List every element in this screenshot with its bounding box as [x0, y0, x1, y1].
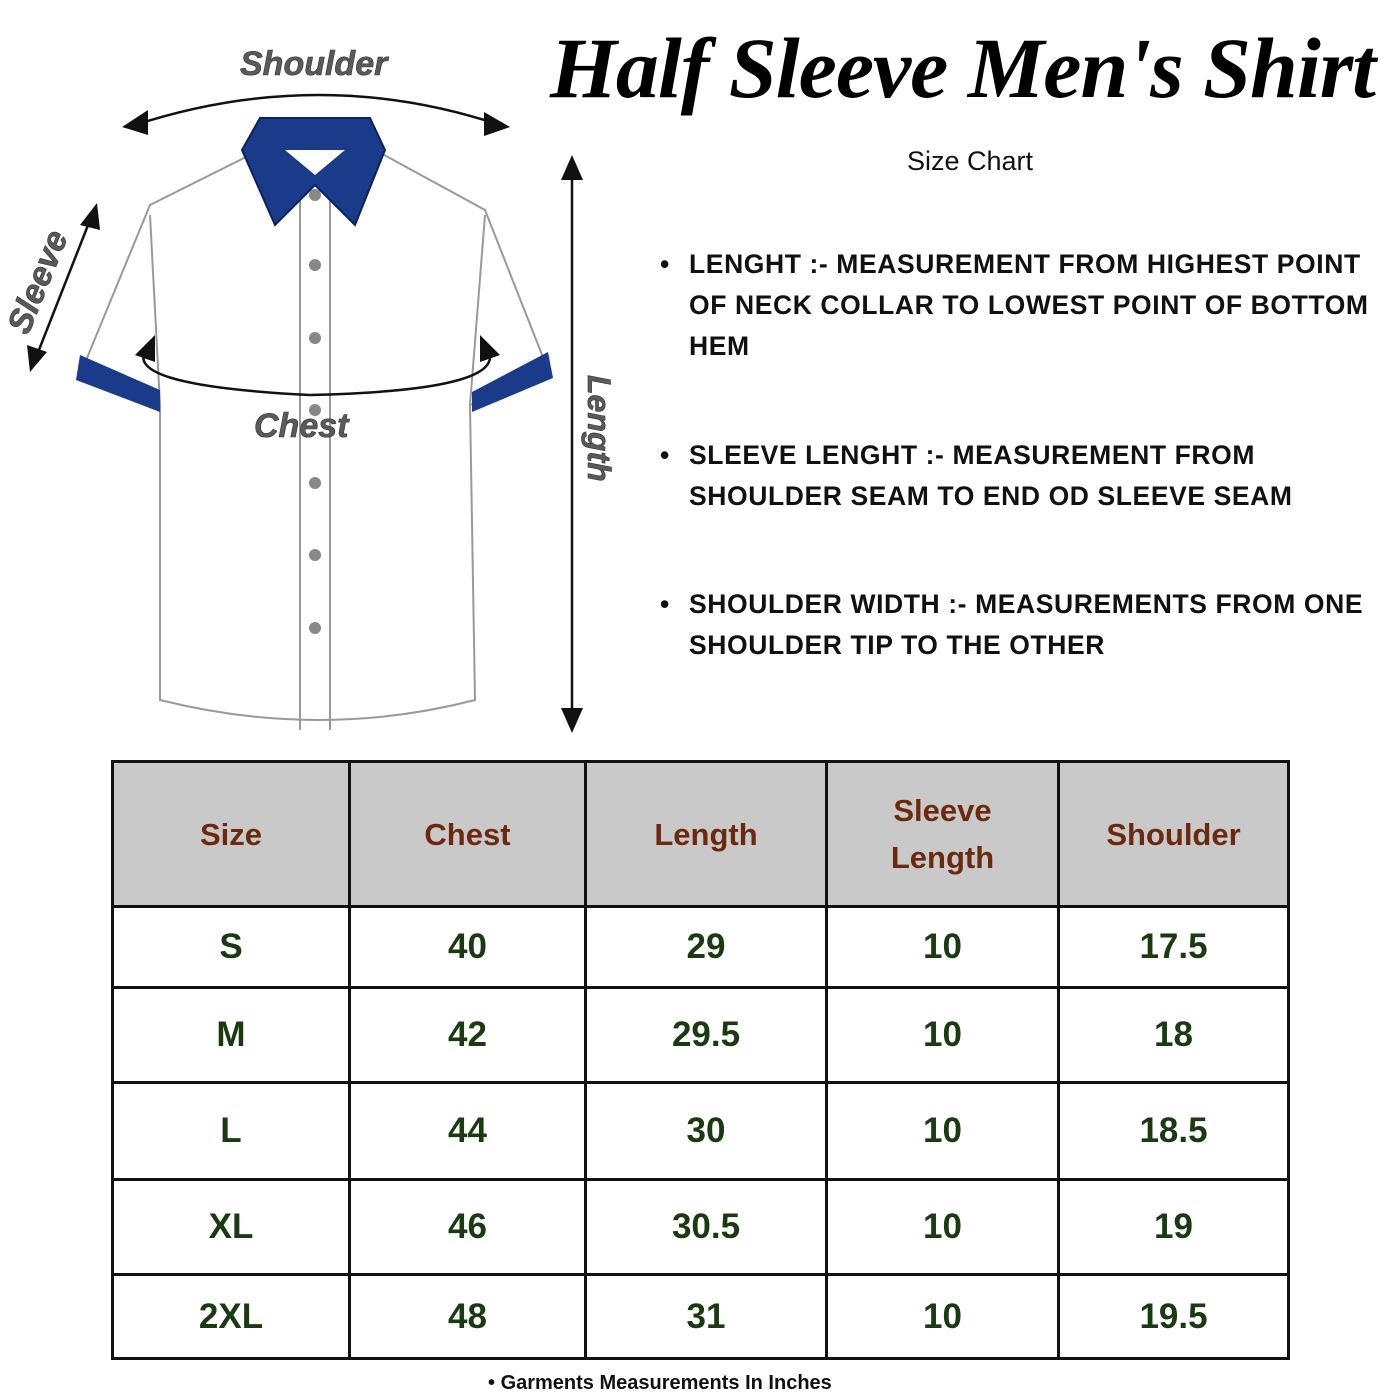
bullet-icon: • — [660, 440, 670, 470]
table-cell: 2XL — [111, 1273, 351, 1360]
table-cell: 29 — [584, 905, 828, 989]
table-cell: 48 — [348, 1273, 587, 1360]
table-row: 2XL 48 31 10 19.5 — [111, 1273, 1290, 1360]
table-cell: 42 — [348, 986, 587, 1084]
table-cell: 10 — [825, 905, 1060, 989]
table-cell: 10 — [825, 1178, 1060, 1276]
header-chest: Chest — [348, 760, 587, 908]
table-cell: 10 — [825, 986, 1060, 1084]
page-title: Half Sleeve Men's Shirt — [550, 20, 1376, 116]
shirt-outline — [78, 149, 552, 730]
table-cell: L — [111, 1081, 351, 1181]
shirt-diagram: Shoulder Chest Sleeve Length — [0, 45, 617, 733]
table-cell: XL — [111, 1178, 351, 1276]
table-cell: 30.5 — [584, 1178, 828, 1276]
buttons — [309, 189, 321, 634]
table-cell: 31 — [584, 1273, 828, 1360]
header-length: Length — [584, 760, 828, 908]
arrow-heads — [27, 110, 583, 733]
table-cell: 17.5 — [1057, 905, 1290, 989]
header-sleeve-length: Sleeve Length — [825, 760, 1060, 908]
table-row: XL 46 30.5 10 19 — [111, 1178, 1290, 1276]
table-header-row: Size Chest Length Sleeve Length Shoulder — [111, 760, 1290, 908]
measure-arrows — [33, 93, 574, 720]
chest-label: Chest — [254, 407, 350, 445]
table-cell: 18 — [1057, 986, 1290, 1084]
table-cell: 18.5 — [1057, 1081, 1290, 1181]
length-label: Length — [581, 375, 617, 482]
header-shoulder: Shoulder — [1057, 760, 1290, 908]
left-cuff — [76, 355, 160, 412]
table-cell: 29.5 — [584, 986, 828, 1084]
table-cell: 40 — [348, 905, 587, 989]
table-cell: M — [111, 986, 351, 1084]
table-cell: 46 — [348, 1178, 587, 1276]
footnote: • Garments Measurements In Inches — [488, 1372, 832, 1394]
table-cell: 10 — [825, 1273, 1060, 1360]
bullet-icon: • — [660, 589, 670, 619]
table-row: S 40 29 10 17.5 — [111, 905, 1290, 989]
table-cell: S — [111, 905, 351, 989]
table-cell: 19 — [1057, 1178, 1290, 1276]
table-cell: 30 — [584, 1081, 828, 1181]
shoulder-label: Shoulder — [240, 45, 389, 83]
table-cell: 10 — [825, 1081, 1060, 1181]
header-size: Size — [111, 760, 351, 908]
page-subtitle: Size Chart — [906, 146, 1034, 176]
bullet-icon: • — [660, 249, 670, 279]
table-row: M 42 29.5 10 18 — [111, 986, 1290, 1084]
table-cell: 19.5 — [1057, 1273, 1290, 1360]
table-row: L 44 30 10 18.5 — [111, 1081, 1290, 1181]
size-table: Size Chest Length Sleeve Length Shoulder… — [111, 760, 1290, 1360]
right-cuff — [472, 352, 553, 412]
table-cell: 44 — [348, 1081, 587, 1181]
